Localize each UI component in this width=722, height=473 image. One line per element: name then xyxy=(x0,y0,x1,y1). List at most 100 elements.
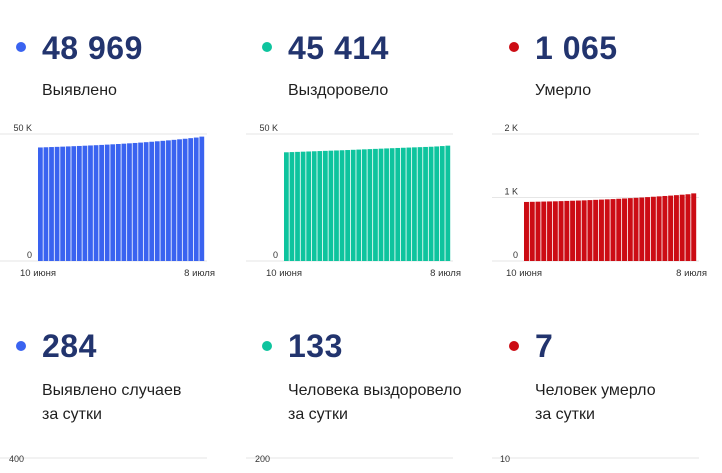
bar xyxy=(149,141,155,261)
bar xyxy=(406,147,412,261)
bar xyxy=(171,139,177,261)
dot-icon xyxy=(509,341,519,351)
stat-panel-recovered: 45 414 Выздоровело xyxy=(262,30,494,110)
bar xyxy=(378,148,384,261)
bar xyxy=(71,146,77,261)
bar xyxy=(529,201,535,261)
bar xyxy=(350,149,356,261)
bar xyxy=(88,145,93,261)
x-end-label: 8 июля xyxy=(676,268,707,279)
daily-detected-chart-stub: 400 xyxy=(0,454,207,464)
bar xyxy=(322,150,328,261)
bar xyxy=(311,151,317,261)
deaths-chart: 0 1 K 2 K 10 июня 8 июля xyxy=(492,124,707,279)
bar xyxy=(679,194,685,261)
bar xyxy=(334,150,339,261)
bar xyxy=(691,193,697,261)
bar xyxy=(604,199,610,261)
bar xyxy=(143,142,149,261)
daily-panel-recovered: 133 Человека выздоровело за сутки xyxy=(262,328,494,448)
y-tick-label: 0 xyxy=(513,250,518,260)
y-tick-label: 200 xyxy=(255,454,270,464)
daily-deaths-label-line2: за сутки xyxy=(535,406,595,423)
bar xyxy=(160,140,166,261)
detected-total-value: 48 969 xyxy=(42,30,143,66)
x-start-label: 10 июня xyxy=(20,268,56,279)
bar xyxy=(110,144,116,261)
y-tick-label: 0 xyxy=(27,250,32,260)
bar xyxy=(593,199,599,261)
bar xyxy=(541,201,547,261)
bar xyxy=(610,199,616,261)
daily-recovered-chart-stub: 200 xyxy=(246,454,453,464)
bar xyxy=(616,198,622,261)
daily-deaths-label-line1: Человек умерло xyxy=(535,382,656,399)
recovered-total-value: 45 414 xyxy=(288,30,389,66)
bar xyxy=(552,201,558,261)
bar xyxy=(154,141,160,261)
x-start-label: 10 июня xyxy=(266,268,302,279)
bar xyxy=(361,149,367,261)
daily-recovered-label-line2: за сутки xyxy=(288,406,348,423)
dot-icon xyxy=(262,341,272,351)
bar xyxy=(289,152,295,261)
bar xyxy=(564,200,570,261)
detected-total-label: Выявлено xyxy=(42,82,117,99)
bar xyxy=(188,138,194,261)
bar xyxy=(656,196,662,261)
dot-icon xyxy=(262,42,272,52)
bar xyxy=(356,149,362,261)
bar xyxy=(115,144,121,261)
bar xyxy=(93,145,99,261)
daily-detected-value: 284 xyxy=(42,328,97,364)
bar xyxy=(428,146,434,261)
dot-icon xyxy=(16,341,26,351)
x-start-label: 10 июня xyxy=(506,268,542,279)
bar xyxy=(389,148,395,261)
bar xyxy=(367,149,373,261)
bar xyxy=(412,147,417,261)
bar xyxy=(65,146,71,261)
daily-recovered-label-line1: Человека выздоровело xyxy=(288,382,462,399)
bar xyxy=(54,146,60,261)
bar xyxy=(339,150,345,261)
bar xyxy=(645,197,651,261)
bar xyxy=(633,197,639,261)
bar xyxy=(395,147,401,261)
bar xyxy=(439,146,445,261)
bar xyxy=(400,147,406,261)
y-tick-label: 0 xyxy=(273,250,278,260)
bar xyxy=(295,151,300,261)
bar xyxy=(76,145,82,261)
deaths-total-label: Умерло xyxy=(535,82,592,99)
daily-detected-label-line2: за сутки xyxy=(42,406,102,423)
bar xyxy=(373,148,378,261)
bar xyxy=(177,139,182,261)
dot-icon xyxy=(509,42,519,52)
x-end-label: 8 июля xyxy=(184,268,215,279)
bar xyxy=(121,143,127,261)
bar xyxy=(345,150,350,261)
bar xyxy=(524,201,529,261)
bar xyxy=(417,147,423,261)
bar xyxy=(384,148,389,261)
bar xyxy=(182,138,188,261)
bar xyxy=(662,195,668,261)
bar xyxy=(138,142,143,261)
bar xyxy=(60,146,66,261)
stat-panel-detected: 48 969 Выявлено xyxy=(16,30,248,110)
daily-recovered-value: 133 xyxy=(288,328,343,364)
bar xyxy=(575,200,581,261)
bar xyxy=(685,194,691,261)
bar xyxy=(581,200,587,261)
y-tick-label: 50 K xyxy=(259,124,278,133)
bar xyxy=(300,151,306,261)
bar xyxy=(306,151,312,261)
detected-chart: 0 50 K 10 июня 8 июля xyxy=(0,124,215,279)
y-tick-label: 50 K xyxy=(13,124,32,133)
bar xyxy=(598,199,604,261)
bar xyxy=(38,147,43,261)
bar xyxy=(627,198,633,261)
x-end-label: 8 июля xyxy=(430,268,461,279)
bar xyxy=(49,147,54,261)
